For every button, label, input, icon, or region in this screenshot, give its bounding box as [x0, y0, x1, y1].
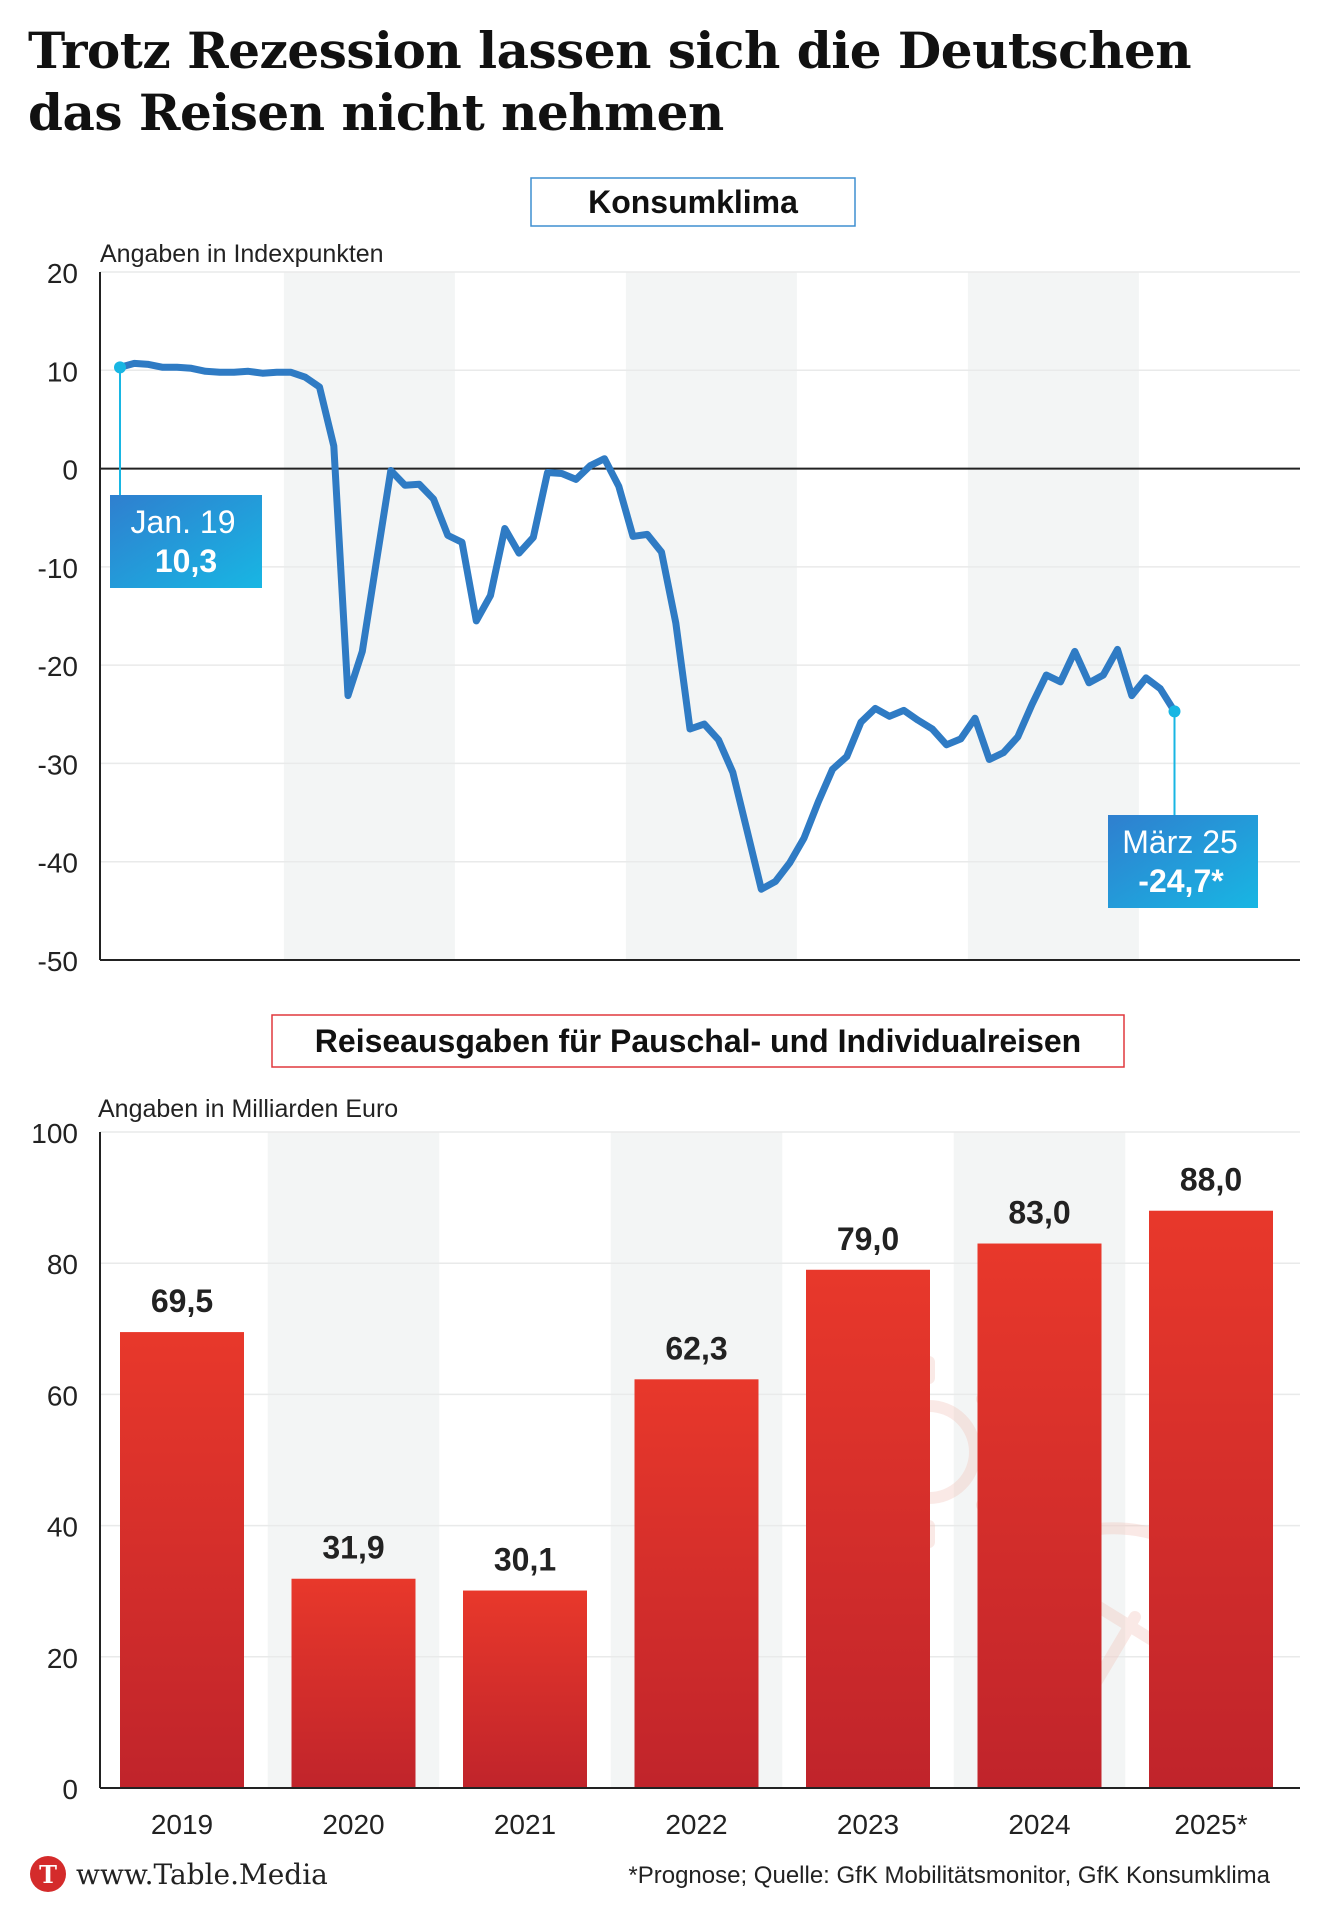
bar-chart-x-tick: 2023: [837, 1809, 899, 1840]
headline: Trotz Rezession lassen sich die Deutsche…: [28, 20, 1228, 144]
bar-value-label: 69,5: [151, 1283, 213, 1319]
bar-2024: [977, 1243, 1102, 1788]
bar-chart-y-axis-label: Angaben in Milliarden Euro: [98, 1095, 398, 1123]
annotation-start-box: [110, 495, 262, 588]
annotation-end-box: [1108, 815, 1258, 908]
bar-chart-y-tick: 60: [47, 1380, 78, 1411]
bar-value-label: 79,0: [837, 1221, 899, 1257]
bar-2023: [806, 1269, 930, 1788]
headline-line-1: Trotz Rezession lassen sich die Deutsche…: [28, 21, 1192, 80]
line-chart-y-tick: -50: [38, 946, 78, 977]
bar-chart-x-tick: 2021: [494, 1809, 556, 1840]
bar-chart-x-tick: 2022: [665, 1809, 727, 1840]
bar-chart-x-tick: 2025*: [1174, 1809, 1247, 1840]
bar-value-label: 62,3: [665, 1330, 727, 1366]
table-media-logo-icon: T: [30, 1856, 66, 1892]
bar-2021: [463, 1590, 587, 1788]
line-chart-y-tick: -20: [38, 651, 78, 682]
bar-value-label: 83,0: [1008, 1195, 1070, 1231]
bar-chart-y-tick: 40: [47, 1512, 78, 1543]
source-footnote: *Prognose; Quelle: GfK Mobilitätsmonitor…: [628, 1862, 1270, 1889]
annotation-end-label: März 25: [1122, 824, 1238, 860]
bar-chart-y-tick: 0: [62, 1774, 78, 1805]
bar-chart-x-tick: 2020: [322, 1809, 384, 1840]
bar-chart-x-tick: 2019: [151, 1809, 213, 1840]
bar-chart-title-box: [271, 1014, 1125, 1068]
line-chart-title-box: [530, 177, 856, 227]
brand-url[interactable]: www.Table.Media: [76, 1857, 328, 1891]
bar-chart-bars: [120, 1210, 1273, 1788]
headline-line-2: das Reisen nicht nehmen: [28, 83, 724, 142]
bar-chart-y-tick-labels: 100 80 60 40 20 0: [31, 1118, 78, 1805]
bar-2020: [291, 1578, 416, 1788]
line-chart-y-tick: -10: [38, 553, 78, 584]
bar-value-label: 88,0: [1180, 1162, 1242, 1198]
line-chart-y-tick: -30: [38, 749, 78, 780]
bar-2019: [120, 1332, 244, 1788]
line-chart-year-band: [625, 272, 797, 960]
line-chart-y-tick: -40: [38, 848, 78, 879]
bar-chart-y-tick: 80: [47, 1249, 78, 1280]
line-chart-year-bands: [283, 272, 1139, 960]
bar-chart-x-tick: 2024: [1008, 1809, 1070, 1840]
line-chart: 20 10 0 -10 -20 -30 -40 -50 Konsumklima Angaben…: [38, 177, 1300, 977]
line-chart-title: Konsumklima: [588, 184, 798, 220]
line-chart-y-tick: 20: [47, 258, 78, 289]
bar-chart-value-labels: 69,5 31,9 30,1 62,3 79,0 83,0 88,0: [151, 1162, 1242, 1578]
line-chart-y-tick: 10: [47, 356, 78, 387]
annotation-end-value: -24,7*: [1138, 863, 1224, 899]
bar-value-label: 30,1: [494, 1542, 556, 1578]
bar-value-label: 31,9: [322, 1530, 384, 1566]
line-chart-y-tick: 0: [62, 455, 78, 486]
bar-2022: [634, 1379, 759, 1788]
annotation-start-label: Jan. 19: [131, 504, 236, 540]
bar-chart-y-tick: 100: [31, 1118, 78, 1149]
bar-chart-y-tick: 20: [47, 1643, 78, 1674]
line-chart-y-tick-labels: 20 10 0 -10 -20 -30 -40 -50: [38, 258, 78, 977]
line-chart-y-axis-label: Angaben in Indexpunkten: [100, 240, 384, 268]
bar-2025*: [1149, 1210, 1273, 1788]
bar-chart-x-tick-labels: 2019 2020 2021 2022 2023 2024 2025*: [151, 1809, 1248, 1840]
bar-chart: 69,531,9 30,162,379,083,088,0 2019 2020 202…: [31, 1014, 1300, 1840]
brand[interactable]: T www.Table.Media: [30, 1852, 328, 1896]
annotation-end-dot: [1168, 705, 1181, 718]
konsumklima-line: [116, 359, 1178, 893]
bar-chart-title: Reiseausgaben für Pauschal- und Individu…: [315, 1023, 1081, 1059]
line-chart-gridlines: [100, 271, 1300, 863]
annotation-start-dot: [114, 361, 126, 374]
annotation-start-value: 10,3: [155, 543, 217, 579]
